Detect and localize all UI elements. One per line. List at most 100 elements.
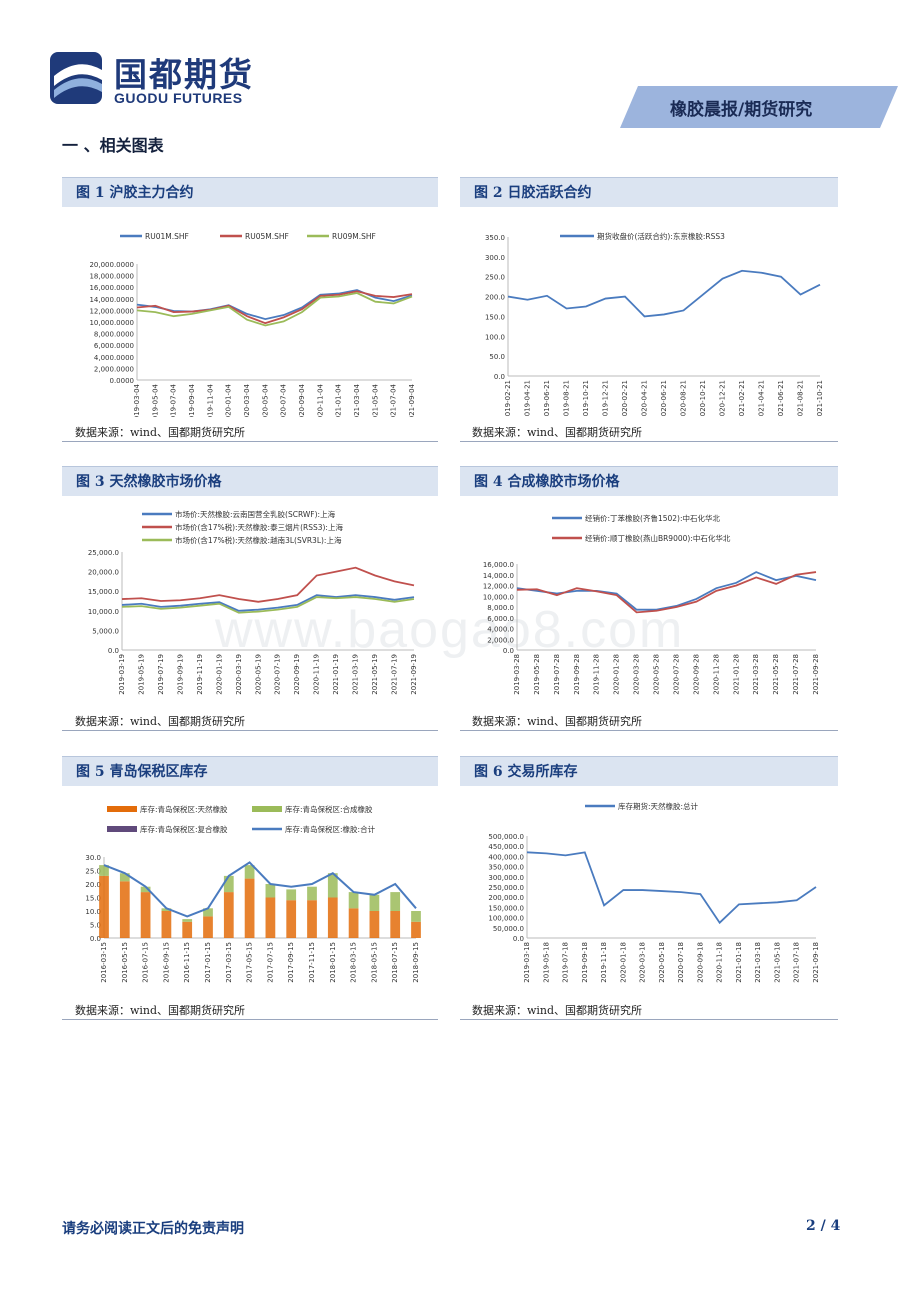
- bar: [244, 865, 255, 879]
- x-tick-label: 2017-09-15: [287, 942, 295, 983]
- x-tick-label: 2019-03-19: [118, 654, 126, 695]
- y-tick-label: 50.0: [489, 353, 505, 361]
- bar: [99, 865, 109, 876]
- y-tick-label: 400,000.0: [488, 853, 524, 861]
- series-line: [507, 269, 821, 318]
- series-line: [121, 566, 415, 603]
- legend-swatch: [252, 806, 282, 812]
- x-tick-label: 2020-01-19: [215, 654, 223, 695]
- bar: [223, 875, 234, 893]
- legend-swatch: [107, 826, 137, 832]
- legend-label: 库存期货:天然橡胶:总计: [618, 801, 699, 811]
- legend-swatch: [107, 806, 137, 812]
- legend-label: 市场价(含17%税):天然橡胶:泰三烟片(RSS3):上海: [175, 522, 343, 532]
- panel-title-6: 图 6 交易所库存: [460, 756, 838, 786]
- bar: [390, 892, 401, 911]
- x-tick-label: 2020-05-19: [254, 654, 262, 695]
- x-tick-label: 2017-05-15: [246, 942, 254, 983]
- y-tick-label: 250,000.0: [488, 884, 524, 892]
- x-tick-label: 2019-03-28: [513, 654, 521, 695]
- x-tick-label: 2020-11-04: [316, 383, 324, 417]
- legend-label: 经销价:丁苯橡胶(齐鲁1502):中石化华北: [585, 513, 720, 523]
- legend-label: 期货收盘价(活跃合约):东京橡胶:RSS3: [597, 231, 725, 241]
- series-line: [103, 861, 417, 918]
- y-tick-label: 500,000.0: [488, 833, 524, 841]
- x-tick-label: 2019-07-19: [157, 654, 165, 695]
- x-tick-label: 2020-07-18: [677, 942, 685, 983]
- x-tick-label: 2020-03-04: [243, 383, 251, 417]
- x-tick-label: 2021-01-28: [732, 654, 740, 695]
- y-tick-label: 0.0000: [110, 377, 135, 385]
- bar: [161, 911, 172, 938]
- series-line: [121, 596, 415, 614]
- x-tick-label: 2020-09-19: [293, 654, 301, 695]
- y-tick-label: 16,000.0: [483, 561, 514, 569]
- x-tick-label: 2021-01-18: [735, 942, 743, 983]
- x-tick-label: 2016-09-15: [162, 942, 170, 983]
- x-tick-label: 2021-03-28: [752, 654, 760, 695]
- source-note-1: 数据来源：wind、国都期货研究所: [75, 426, 246, 439]
- report-type-label: 橡胶晨报/期货研究: [670, 100, 813, 120]
- y-tick-label: 30.0: [85, 854, 101, 862]
- x-tick-label: 2016-03-15: [100, 942, 108, 983]
- bar: [182, 921, 193, 938]
- y-tick-label: 5,000.0: [92, 627, 119, 635]
- x-tick-label: 2019-09-04: [188, 383, 196, 417]
- y-tick-label: 10.0: [85, 908, 101, 916]
- bar: [307, 886, 317, 901]
- series-line: [516, 571, 817, 614]
- x-tick-label: 2020-12-21: [719, 380, 727, 417]
- page-number: 2 / 4: [806, 1218, 841, 1234]
- x-tick-label: 2020-03-28: [633, 654, 641, 695]
- y-tick-label: 200.0: [485, 294, 505, 302]
- bar: [140, 886, 151, 893]
- x-tick-label: 2019-04-21: [524, 380, 532, 417]
- x-tick-label: 2020-11-18: [716, 942, 724, 983]
- x-tick-label: 2017-11-15: [308, 942, 316, 983]
- y-tick-label: 6,000.0: [487, 615, 514, 623]
- chart-4: 经销价:丁苯橡胶(齐鲁1502):中石化华北经销价:顺丁橡胶(燕山BR9000)…: [483, 513, 820, 695]
- bar: [161, 908, 172, 911]
- y-tick-label: 200,000.0: [488, 894, 524, 902]
- y-tick-label: 2,000.0000: [94, 365, 134, 373]
- bar: [286, 900, 297, 938]
- y-tick-label: 15.0: [85, 895, 101, 903]
- series-line: [516, 571, 817, 611]
- y-tick-label: 150,000.0: [488, 904, 524, 912]
- report-banner: [620, 86, 898, 128]
- bar: [369, 911, 380, 938]
- x-tick-label: 2021-05-19: [371, 654, 379, 695]
- bar: [411, 921, 421, 938]
- x-tick-label: 2021-01-19: [332, 654, 340, 695]
- y-tick-label: 0.0: [108, 647, 119, 655]
- x-tick-label: 2021-05-28: [772, 654, 780, 695]
- legend-label: 经销价:顺丁橡胶(燕山BR9000):中石化华北: [585, 533, 731, 543]
- panel-title-1: 图 1 沪胶主力合约: [62, 177, 438, 207]
- logo-chinese-name: 国都期货: [114, 55, 254, 94]
- x-tick-label: 2020-10-21: [699, 380, 707, 417]
- y-tick-label: 0.0: [90, 935, 101, 943]
- x-tick-label: 2021-09-18: [812, 942, 820, 983]
- y-tick-label: 16,000.0000: [89, 284, 134, 292]
- y-tick-label: 100.0: [485, 333, 505, 341]
- bar: [348, 892, 359, 909]
- x-tick-label: 2016-05-15: [121, 942, 129, 983]
- y-tick-label: 250.0: [485, 274, 505, 282]
- divider: [460, 730, 838, 731]
- x-tick-label: 2016-11-15: [183, 942, 191, 983]
- x-tick-label: 2020-01-18: [619, 942, 627, 983]
- x-tick-label: 2019-09-18: [581, 942, 589, 983]
- legend-label: 库存:青岛保税区:合成橡胶: [285, 804, 373, 814]
- x-tick-label: 2021-08-21: [797, 380, 805, 417]
- x-tick-label: 2019-03-04: [133, 383, 141, 417]
- y-tick-label: 0.0: [494, 373, 505, 381]
- panel-title-4: 图 4 合成橡胶市场价格: [460, 466, 838, 496]
- bar: [307, 900, 317, 938]
- x-tick-label: 2020-01-04: [225, 383, 233, 417]
- source-note-6: 数据来源：wind、国都期货研究所: [472, 1004, 643, 1017]
- x-tick-label: 2018-05-15: [370, 942, 378, 983]
- bar: [119, 873, 130, 882]
- y-tick-label: 0.0: [513, 935, 524, 943]
- chart-2: 期货收盘价(活跃合约):东京橡胶:RSS3 0.0 50.0 100.0 150.0 2…: [485, 231, 824, 417]
- y-tick-label: 0.0: [503, 647, 514, 655]
